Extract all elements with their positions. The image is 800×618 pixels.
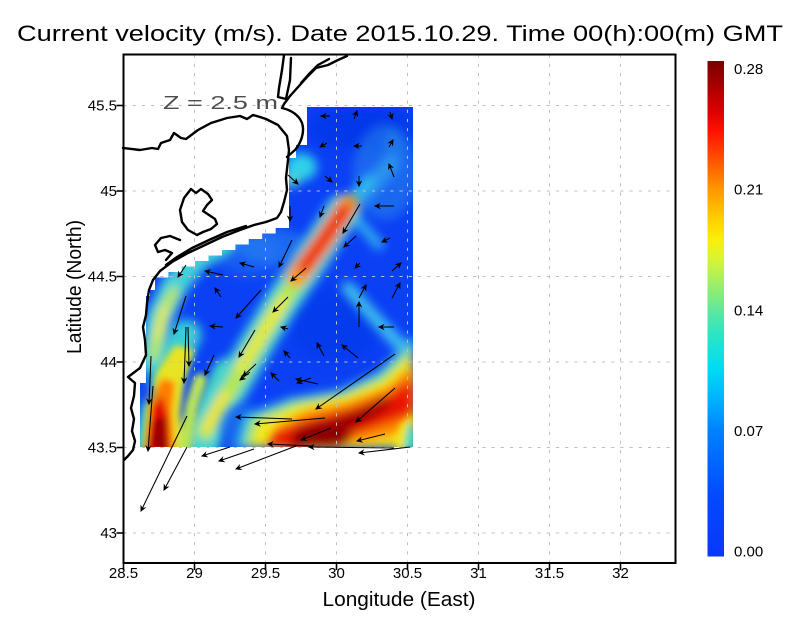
- svg-text:0.14: 0.14: [734, 302, 763, 319]
- svg-text:29: 29: [186, 565, 203, 582]
- svg-text:43.5: 43.5: [88, 440, 117, 457]
- svg-text:0.21: 0.21: [734, 182, 763, 199]
- svg-text:29.5: 29.5: [251, 565, 280, 582]
- svg-text:30.5: 30.5: [393, 565, 422, 582]
- svg-text:32: 32: [612, 565, 629, 582]
- svg-text:0.00: 0.00: [734, 544, 763, 561]
- svg-text:Longitude (East): Longitude (East): [323, 589, 476, 611]
- svg-text:45.5: 45.5: [88, 98, 117, 115]
- svg-text:28.5: 28.5: [109, 565, 138, 582]
- svg-text:43: 43: [100, 525, 117, 542]
- svg-text:31: 31: [470, 565, 487, 582]
- svg-text:44: 44: [100, 354, 117, 371]
- svg-text:31.5: 31.5: [535, 565, 564, 582]
- svg-text:45: 45: [100, 183, 117, 200]
- svg-text:0.07: 0.07: [734, 423, 763, 440]
- svg-text:44.5: 44.5: [88, 269, 117, 286]
- svg-text:Latitude (North): Latitude (North): [64, 220, 86, 354]
- svg-text:Current velocity (m/s). Date 2: Current velocity (m/s). Date 2015.10.29.…: [17, 21, 783, 46]
- svg-text:Z = 2.5 m: Z = 2.5 m: [163, 93, 278, 113]
- svg-text:30: 30: [328, 565, 345, 582]
- svg-text:0.28: 0.28: [734, 61, 763, 78]
